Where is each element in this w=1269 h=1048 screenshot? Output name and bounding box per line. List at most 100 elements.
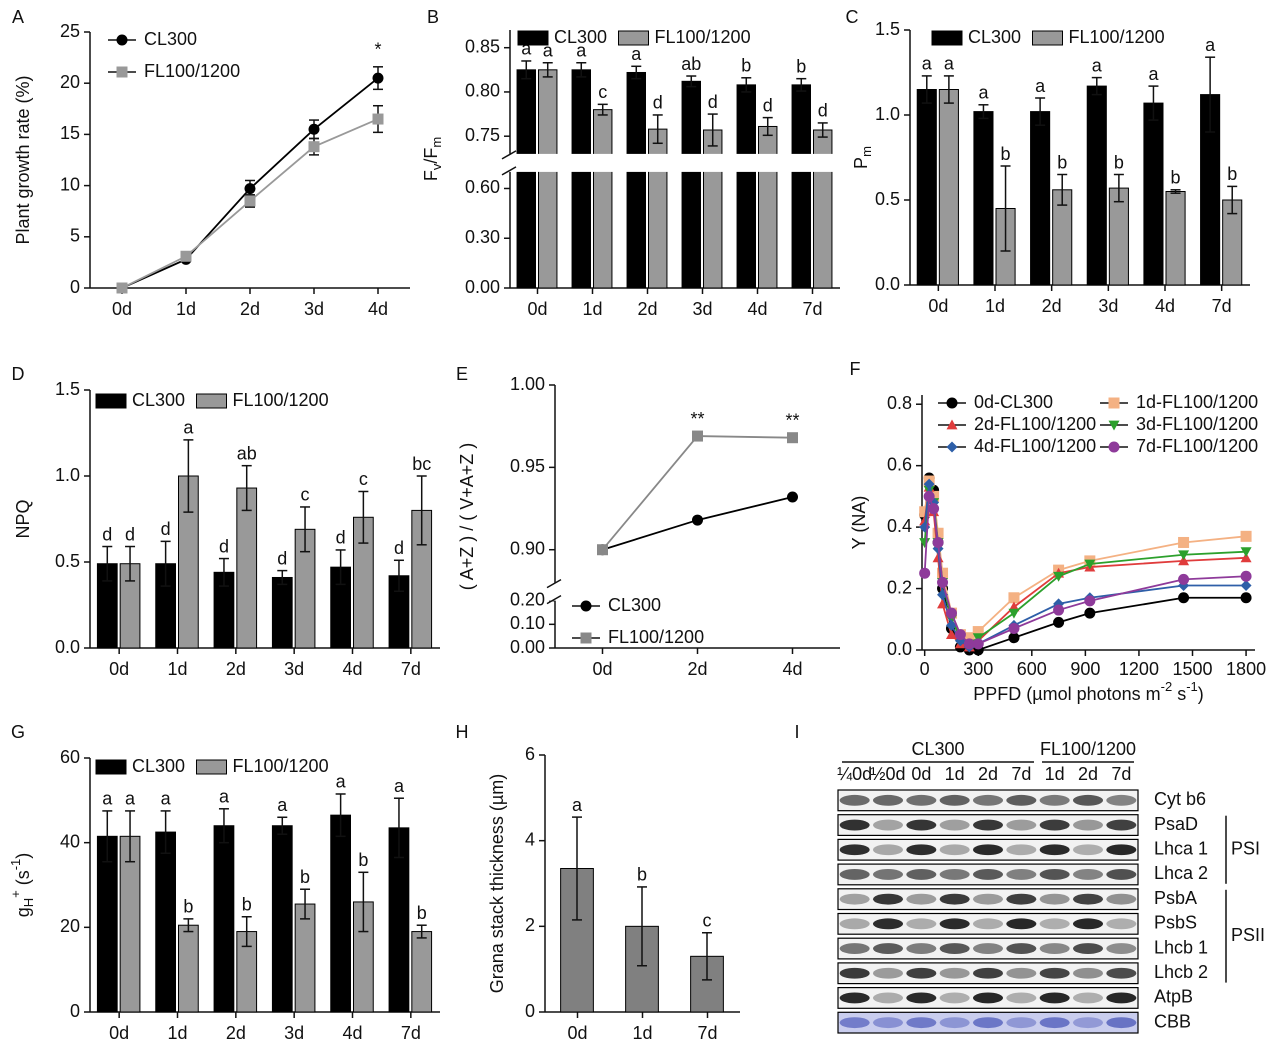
bar: [571, 69, 591, 289]
marker: [963, 632, 975, 644]
marker: [308, 141, 320, 153]
y-tick-label: 0.0: [887, 639, 912, 659]
band: [839, 1017, 870, 1029]
band: [1006, 869, 1037, 880]
significance-letter: d: [102, 524, 112, 544]
band: [873, 893, 903, 905]
panel-letter: D: [12, 364, 25, 384]
marker: [1008, 608, 1020, 619]
x-tick-label: 7d: [697, 1023, 717, 1043]
label-part: m: [859, 146, 874, 157]
band: [1039, 943, 1070, 954]
marker: [945, 619, 957, 631]
significance-letter: a: [1148, 64, 1159, 84]
y-tick-label: 60: [60, 747, 80, 767]
x-tick-label: 600: [1017, 659, 1047, 679]
lane-label: ½0d: [870, 764, 905, 784]
row-label: Cyt b6: [1154, 789, 1206, 809]
annotation: **: [785, 410, 799, 430]
x-tick-label: 0d: [527, 299, 547, 319]
x-tick-label: 0d: [109, 659, 129, 679]
marker: [1178, 555, 1190, 566]
marker: [1008, 632, 1020, 644]
significance-letter: d: [277, 548, 287, 568]
marker: [923, 490, 935, 502]
marker: [1178, 573, 1190, 585]
row-label: Lhcb 1: [1154, 937, 1208, 957]
band: [939, 943, 970, 954]
bar: [330, 814, 351, 1013]
marker: [116, 282, 128, 294]
y-axis-label: NPQ: [13, 499, 33, 538]
marker: [945, 607, 957, 619]
row-label: Lhca 1: [1154, 839, 1208, 859]
label-part: Plant growth rate (%): [13, 75, 33, 244]
band: [1073, 794, 1103, 806]
x-tick-label: 3d: [284, 1023, 304, 1043]
band: [1106, 819, 1137, 831]
y-tick-label: 15: [60, 123, 80, 143]
band: [839, 893, 870, 905]
legend-label: 7d-FL100/1200: [1136, 436, 1258, 456]
band: [1006, 819, 1037, 831]
marker: [1053, 616, 1065, 628]
legend-swatch: [196, 393, 227, 409]
band: [973, 819, 1003, 831]
marker: [923, 478, 935, 490]
band: [939, 844, 970, 856]
y-tick-label: 0.80: [465, 81, 500, 101]
marker: [1053, 571, 1065, 582]
significance-letter: a: [944, 54, 955, 74]
legend-label: FL100/1200: [655, 27, 751, 47]
label-part: s: [1172, 684, 1186, 704]
marker: [919, 567, 931, 579]
band: [939, 967, 970, 979]
marker: [372, 113, 384, 125]
significance-letter: c: [703, 911, 712, 931]
y-tick-label: 0: [70, 277, 80, 297]
significance-letter: b: [1114, 152, 1124, 172]
band: [839, 844, 870, 856]
y-tick-label: 1.5: [55, 379, 80, 399]
bar: [1165, 191, 1186, 286]
y-tick-label: 0.0: [55, 637, 80, 657]
band: [906, 869, 937, 880]
y-tick-label: 0.0: [875, 274, 900, 294]
bar: [96, 835, 118, 1013]
bar: [916, 89, 937, 286]
band: [1073, 893, 1103, 905]
marker: [1240, 530, 1252, 542]
y-tick-label: 20: [60, 916, 80, 936]
bar: [626, 71, 646, 289]
significance-letter: ab: [681, 54, 701, 74]
band: [1006, 992, 1037, 1004]
label-part: +: [8, 890, 23, 898]
band: [873, 794, 903, 806]
band: [1039, 992, 1070, 1004]
band: [1073, 1017, 1103, 1029]
row-label: Lhcb 2: [1154, 962, 1208, 982]
marker: [937, 576, 949, 588]
band: [973, 844, 1003, 856]
row-label: AtpB: [1154, 987, 1193, 1007]
x-tick-label: 1d: [176, 299, 196, 319]
band: [839, 794, 870, 806]
x-tick-label: 0: [920, 659, 930, 679]
band: [939, 869, 970, 880]
blot-frame: [837, 912, 1139, 935]
y-tick-label: 1.0: [875, 104, 900, 124]
legend-swatch: [95, 393, 127, 409]
lane-label: 2d: [1078, 764, 1098, 784]
marker: [1178, 592, 1190, 604]
annotation: **: [690, 409, 704, 429]
marker: [954, 629, 966, 641]
lane-label: 1d: [1045, 764, 1065, 784]
marker: [244, 195, 256, 207]
y-tick-label: 0: [70, 1001, 80, 1021]
x-tick-label: 300: [963, 659, 993, 679]
legend-label: CL300: [132, 390, 185, 410]
marker: [116, 66, 128, 78]
bar: [213, 825, 235, 1013]
significance-letter: a: [102, 789, 113, 809]
label-part: ): [1198, 684, 1204, 704]
